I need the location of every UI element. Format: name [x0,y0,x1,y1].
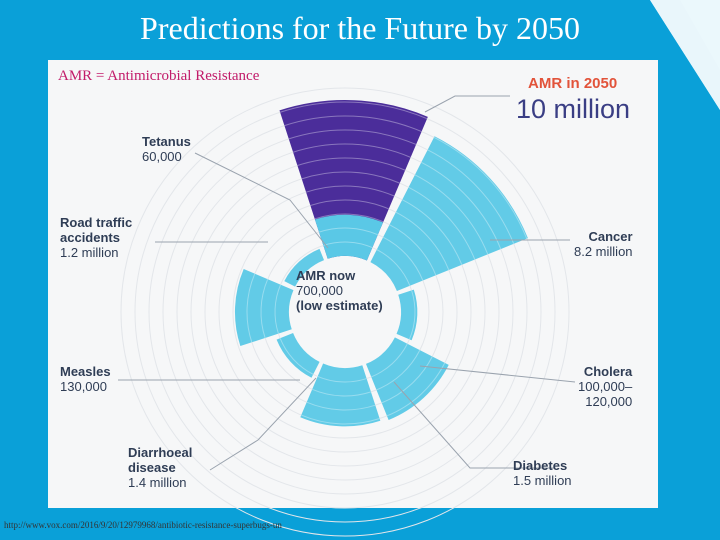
wedge-diarrhoeal-disease [300,363,381,427]
wedge-ring-line [389,224,437,276]
leader-line [209,377,317,471]
wedge-ring-line [386,362,446,417]
wedge-ring-line [408,290,416,340]
label-diabetes-value: 1.5 million [513,473,572,488]
subtitle: AMR = Antimicrobial Resistance [58,68,260,84]
grid-ring [120,87,570,537]
wedge-ring-line [279,338,314,375]
wedge-ring-line [274,284,282,334]
wedge-ring-line [408,186,476,260]
wedge-ring-line [297,157,406,171]
wedge-ring-line [421,161,502,250]
wedge-ring-line [301,414,380,425]
center-note: (low estimate) [296,298,383,313]
label-cancer: Cancer 8.2 million [574,229,633,259]
label-road-value: 1.2 million [60,245,119,260]
wedge-ring-line [371,343,408,378]
wedge-ring-line [433,136,528,239]
wedge-amr-now [314,214,384,261]
source-url: http://www.vox.com/2016/9/20/12979968/an… [4,520,282,530]
leader-line [194,152,329,249]
label-measles-value: 130,000 [60,379,107,394]
label-diabetes-name: Diabetes [513,458,568,473]
wedge-ring-line [260,278,269,339]
wedge-ring-line [382,236,424,281]
wedge-ring-line [318,227,379,236]
wedge-measles [276,332,320,378]
label-diabetes: Diabetes 1.5 million [513,458,572,488]
label-cancer-value: 8.2 million [574,244,633,259]
wedge-road-traffic-accidents [234,269,294,347]
wedge-ring-line [376,249,411,286]
center-label: AMR now 700,000 (low estimate) [296,268,406,313]
label-road-name: Road traffic accidents [60,215,133,245]
wedge-ring-line [310,199,389,210]
leader-line [424,95,510,113]
label-measles-name: Measles [60,364,111,379]
wedge-ring-line [323,241,373,249]
wedge-ring-line [311,388,372,397]
label-cholera: Cholera 100,000– 120,000 [578,364,632,409]
label-diarrhoeal-value: 1.4 million [128,475,187,490]
center-title: AMR now [296,268,356,283]
wedge-ring-line [306,401,376,411]
wedge-ring-line [305,185,395,197]
chart-wedges [234,100,528,427]
wedge-diabetes [365,337,449,420]
wedge-ring-line [317,375,367,383]
wedge-cancer [370,136,528,292]
wedge-ring-line [314,213,384,223]
leader-line [393,381,555,469]
wedge-ring-line [246,273,256,343]
amr-2050-value: 10 million [516,94,631,124]
label-tetanus-value: 60,000 [142,149,182,164]
leader-line [419,365,576,383]
label-measles: Measles 130,000 [60,364,111,394]
label-diarrhoeal: Diarrhoeal disease 1.4 million [128,445,192,490]
wedge-cholera [396,289,418,341]
wedge-ring-line [301,171,400,184]
amr-2050-label: AMR in 2050 [528,75,618,92]
wedge-ring-line [376,349,421,391]
wedge-tetanus [284,248,325,287]
center-value: 700,000 [296,283,343,298]
wedge-ring-line [279,101,428,120]
label-cholera-name: Cholera [583,364,633,379]
label-road: Road traffic accidents 1.2 million [60,215,132,260]
wedge-ring-line [292,143,411,158]
wedge-ring-line [381,356,433,404]
label-tetanus: Tetanus 60,000 [142,134,191,164]
slide-title: Predictions for the Future by 2050 [140,10,580,46]
label-tetanus-name: Tetanus [142,134,191,149]
wedge-ring-line [427,149,515,245]
corner-decoration [650,0,720,110]
wedge-ring-line [288,129,417,145]
label-cancer-name: Cancer [588,229,633,244]
wedge-ring-line [414,174,489,255]
leader-lines [118,95,576,471]
wedge-ring-line [395,211,450,271]
wedge-ring-line [401,199,463,265]
wedge-ring-line [284,115,422,133]
label-cholera-value: 100,000– 120,000 [578,379,633,409]
label-diarrhoeal-name: Diarrhoeal disease [128,445,193,475]
